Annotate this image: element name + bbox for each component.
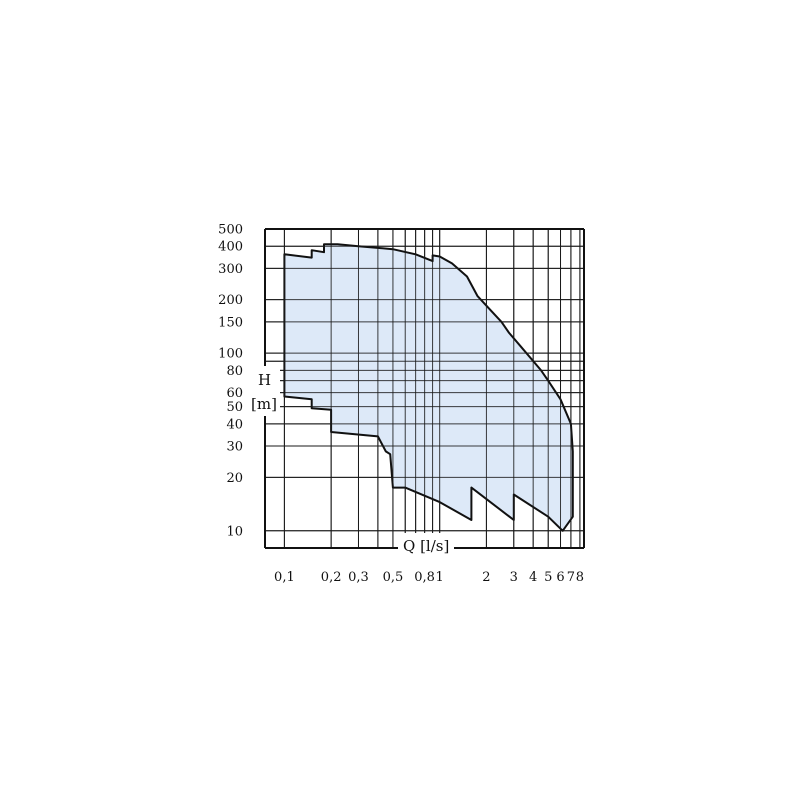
- y-tick-label: 40: [226, 417, 243, 432]
- x-axis-label: Q [l/s]: [403, 537, 449, 555]
- y-tick-label: 30: [226, 440, 243, 455]
- x-tick-label: 6: [556, 570, 564, 585]
- grid-overlay: [265, 228, 584, 548]
- x-tick-label: 0,5: [383, 570, 404, 585]
- y-tick-label: 400: [218, 240, 243, 255]
- x-tick-label: 8: [576, 570, 584, 585]
- y-tick-label: 60: [226, 386, 243, 401]
- x-tick-label: 0,1: [274, 570, 295, 585]
- x-tick-label: 5: [544, 570, 552, 585]
- y-tick-label: 500: [218, 223, 243, 238]
- y-tick-label: 150: [218, 315, 243, 330]
- y-axis-label-line1: H: [258, 371, 271, 389]
- x-tick-label: 0,2: [321, 570, 342, 585]
- y-tick-label: 50: [226, 400, 243, 415]
- y-axis-label-line2: [m]: [251, 395, 277, 413]
- x-tick-label: 2: [482, 570, 490, 585]
- envelope-area: [283, 243, 574, 532]
- x-tick-label: 0,3: [348, 570, 369, 585]
- y-tick-label: 20: [226, 471, 243, 486]
- x-tick-labels: 0,1 0,2 0,3 0,5 0,8 1 2 3 4 5 6 7 8: [274, 570, 584, 585]
- x-tick-label: 4: [529, 570, 537, 585]
- y-tick-label: 10: [226, 524, 243, 539]
- y-tick-label: 300: [218, 262, 243, 277]
- y-tick-label: 80: [226, 364, 243, 379]
- y-tick-label: 100: [218, 347, 243, 362]
- x-tick-label: 1: [436, 570, 444, 585]
- x-tick-label: 0,8: [414, 570, 435, 585]
- xlabel-backdrop: [398, 533, 454, 557]
- x-tick-label: 7: [567, 570, 575, 585]
- x-tick-label: 3: [510, 570, 518, 585]
- y-tick-label: 200: [218, 293, 243, 308]
- ylabel-backdrop: [248, 366, 280, 416]
